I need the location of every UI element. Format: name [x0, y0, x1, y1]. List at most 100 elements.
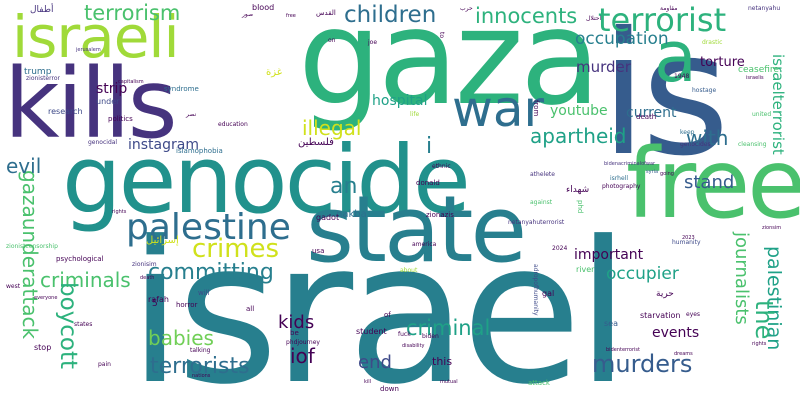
word-america: america	[412, 241, 437, 248]
word-this: this	[432, 355, 453, 368]
word-war: war	[452, 80, 545, 138]
word-5: 5	[152, 299, 158, 309]
word-instagram: instagram	[128, 137, 199, 153]
word-education: education	[218, 121, 248, 128]
word-occupier: occupier	[606, 264, 679, 284]
word-athelete: athelete	[530, 171, 555, 178]
word-arabic-5: إسرائيل	[146, 235, 179, 246]
word-death: death	[636, 113, 657, 121]
word-youtube: youtube	[550, 103, 608, 119]
word-cleansing: cleansing	[738, 141, 767, 148]
word-state: state	[306, 176, 527, 283]
word-end: end	[358, 352, 392, 373]
word-sea: sea	[604, 319, 618, 328]
word-arabic-12: نصر	[186, 111, 197, 118]
word-arabic-9: احتلال	[586, 15, 602, 22]
word-mutual: mutual	[440, 379, 458, 385]
word-gadot: gadot	[316, 213, 340, 222]
word-about: about	[400, 267, 418, 274]
word-palestinian: palestinian	[763, 246, 785, 351]
word-netanyahu: netanyahu	[748, 5, 781, 12]
word-current: current	[626, 105, 677, 121]
word-all: all	[246, 305, 255, 313]
word-israelis: israelis	[746, 75, 764, 81]
word-is: is	[600, 0, 730, 194]
word-murders: murders	[592, 350, 693, 378]
word-bidenterrorist: bidenterrorist	[606, 347, 641, 353]
word-genocides: genocides	[680, 141, 711, 148]
word-an: an	[330, 174, 358, 199]
word-to: to	[438, 32, 445, 39]
word-events: events	[652, 325, 700, 341]
word-politics: politics	[108, 115, 133, 123]
word-capitalism: capitalism	[118, 79, 144, 85]
word-student: student	[356, 327, 387, 336]
word-israelterrorist: israelterrorist	[769, 54, 787, 155]
word-syndrome: syndrome	[164, 85, 199, 93]
word-2024: 2024	[552, 245, 568, 252]
word-psychological: psychological	[56, 255, 104, 263]
word-be: be	[290, 329, 299, 337]
word-innocents: innocents	[475, 4, 578, 28]
word-nations: nations	[192, 373, 211, 379]
word-arabic-3: غزة	[266, 67, 282, 78]
word-states: states	[74, 321, 93, 328]
word-i: i	[426, 134, 433, 159]
word-arabic-4: فلسطين	[298, 137, 334, 148]
word-genocide: genocide	[62, 126, 471, 235]
word-kids: kids	[278, 312, 315, 333]
word-death-small: death	[140, 275, 155, 281]
word-palestine: palestine	[126, 207, 291, 248]
word-united: united	[752, 111, 772, 118]
word-1948: 1948	[674, 73, 690, 80]
word-nakba: nakba	[336, 209, 367, 220]
word-stop: stop	[34, 343, 52, 352]
word-phd: phd	[576, 200, 584, 214]
word-2023: 2023	[682, 235, 695, 241]
word-a: a	[654, 16, 697, 98]
word-gal: gal	[542, 289, 555, 298]
word-criminal: criminal	[406, 316, 491, 340]
word-donald: donald	[416, 179, 440, 187]
word-free: free	[626, 128, 800, 240]
word-attack: attack	[528, 379, 550, 387]
word-down: down	[380, 385, 399, 393]
word-important: important	[574, 247, 644, 263]
word-children: children	[344, 2, 437, 28]
word-islamophobia: islamophobia	[176, 147, 223, 155]
word-kill: kill	[364, 379, 372, 385]
word-photography: photography	[602, 183, 641, 190]
word-of: of	[384, 311, 391, 319]
word-on: on	[328, 37, 336, 44]
word-usa: usa	[312, 247, 325, 255]
word-iof: iof	[290, 344, 315, 368]
word-arabic-8: مقاومة	[660, 5, 678, 12]
word-syria: syria	[646, 169, 659, 175]
word-terrorist: terrorist	[598, 1, 727, 39]
word-occupation: occupation	[575, 29, 669, 49]
word-torture: torture	[700, 55, 745, 70]
word-biden: biden	[422, 333, 439, 340]
word-phdjourney: phdjourney	[286, 339, 320, 346]
word-journalists: journalists	[731, 232, 752, 325]
word-river: river	[576, 265, 595, 274]
word-isrhell: isrhell	[610, 175, 628, 182]
word-against: against	[530, 199, 553, 206]
word-starvation: starvation	[640, 311, 681, 320]
word-genocidal: genocidal	[88, 139, 118, 146]
word-israel: israel	[128, 200, 630, 400]
word-west: west	[6, 283, 21, 290]
word-going: going	[660, 171, 674, 177]
word-fuck: fuck	[398, 331, 411, 338]
word-joe: joe	[368, 39, 378, 46]
word-arabic-11: صور	[242, 11, 254, 18]
word-arabic-2: القدس	[316, 9, 336, 17]
word-free-small: free	[286, 13, 296, 19]
word-zionsim: zionsim	[762, 225, 782, 231]
word-jerusalem: jerusalem	[76, 47, 101, 53]
word-criminals: criminals	[40, 268, 131, 292]
word-apartheid: apartheid	[530, 124, 627, 148]
word-illegal: illegal	[302, 116, 362, 140]
word-will: will	[198, 289, 210, 297]
